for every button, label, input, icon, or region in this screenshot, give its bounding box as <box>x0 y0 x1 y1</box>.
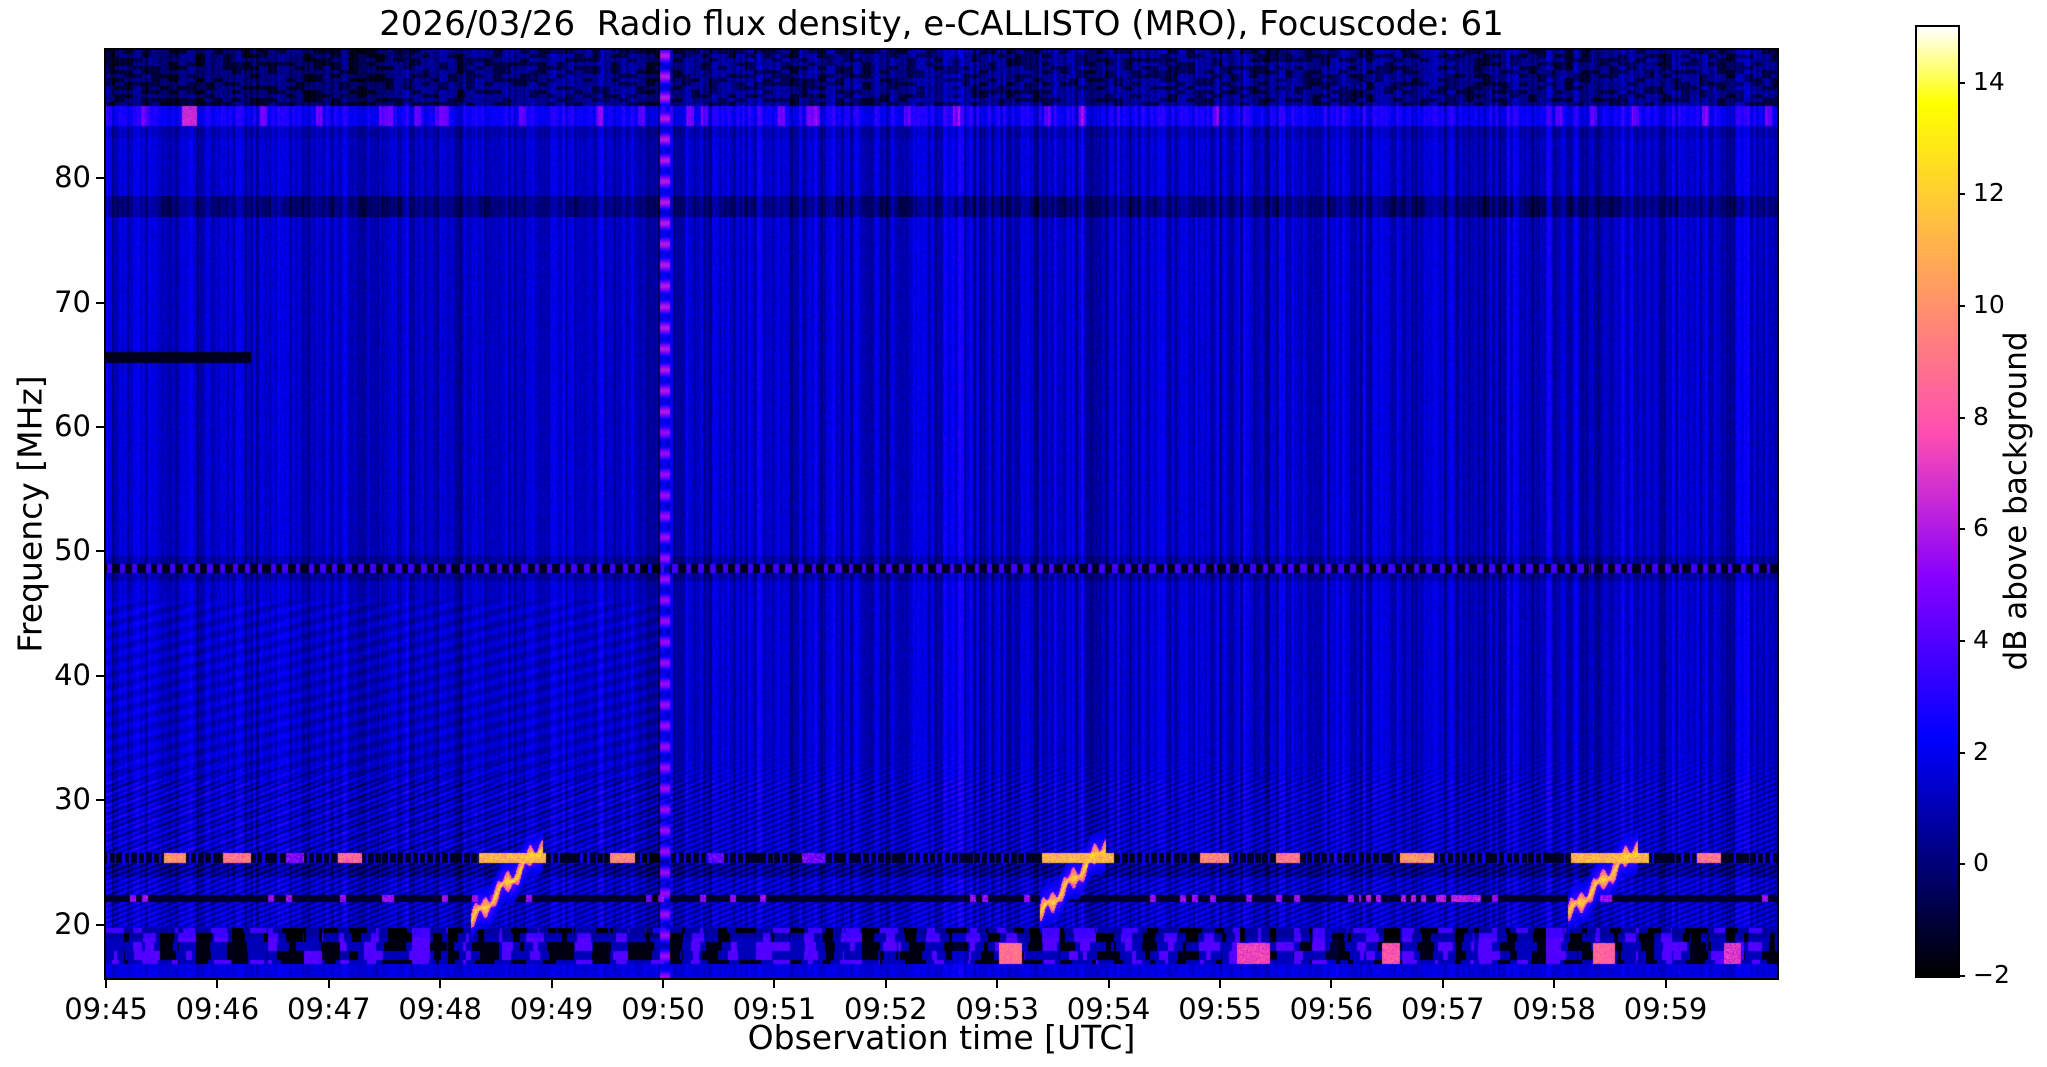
colorbar-tick-mark <box>1958 305 1965 308</box>
y-tick-mark <box>96 301 104 304</box>
x-tick-mark <box>662 980 664 988</box>
x-tick-label: 09:53 <box>955 992 1039 1026</box>
colorbar <box>1915 25 1960 978</box>
x-tick-label: 09:58 <box>1512 992 1596 1026</box>
x-tick-mark <box>1219 980 1221 988</box>
x-axis-label: Observation time [UTC] <box>747 1018 1136 1057</box>
x-tick-label: 09:59 <box>1623 992 1708 1026</box>
x-tick-mark <box>1441 980 1444 988</box>
x-tick-label: 09:49 <box>509 992 594 1026</box>
x-tick-label: 09:50 <box>621 992 705 1026</box>
colorbar-canvas <box>1917 27 1958 976</box>
colorbar-tick-mark <box>1958 640 1965 643</box>
y-tick-label: 50 <box>54 533 91 568</box>
colorbar-tick-label: 4 <box>1973 625 1989 655</box>
y-tick-mark <box>96 923 104 926</box>
x-tick-label: 09:54 <box>1066 992 1151 1026</box>
spectrogram-plot <box>104 48 1779 980</box>
x-tick-mark <box>1553 980 1556 988</box>
colorbar-tick-label: 12 <box>1973 178 2005 208</box>
y-tick-label: 30 <box>54 782 91 817</box>
x-tick-label: 09:45 <box>64 992 148 1026</box>
colorbar-tick-label: 2 <box>1973 736 1989 766</box>
x-tick-mark <box>550 980 553 988</box>
colorbar-label: dB above background <box>1998 331 2034 671</box>
x-tick-label: 09:55 <box>1178 992 1262 1026</box>
y-tick-label: 20 <box>54 906 91 941</box>
colorbar-tick-mark <box>1958 975 1965 977</box>
y-tick-mark <box>96 674 104 677</box>
colorbar-tick-label: 6 <box>1973 513 1989 543</box>
y-tick-label: 40 <box>54 657 91 692</box>
colorbar-tick-label: −2 <box>1973 960 2010 989</box>
x-tick-mark <box>216 980 219 988</box>
x-tick-mark <box>327 980 330 988</box>
y-axis-label: Frequency [MHz] <box>10 375 50 653</box>
colorbar-tick-label: 10 <box>1973 290 2005 320</box>
x-tick-mark <box>105 980 107 988</box>
x-tick-mark <box>996 980 999 988</box>
y-tick-label: 80 <box>54 160 91 195</box>
x-tick-mark <box>439 980 442 988</box>
x-tick-mark <box>1664 980 1667 988</box>
colorbar-tick-label: 0 <box>1973 848 1989 878</box>
colorbar-tick-label: 14 <box>1973 66 2005 96</box>
x-tick-label: 09:51 <box>732 992 817 1026</box>
y-tick-label: 60 <box>54 408 91 443</box>
x-tick-label: 09:47 <box>287 992 371 1026</box>
y-tick-mark <box>96 425 104 428</box>
y-tick-mark <box>96 177 104 180</box>
colorbar-tick-mark <box>1958 193 1965 196</box>
x-tick-label: 09:57 <box>1401 992 1485 1026</box>
colorbar-tick-mark <box>1958 751 1965 754</box>
colorbar-tick-mark <box>1958 863 1965 866</box>
x-tick-mark <box>773 980 776 988</box>
x-tick-label: 09:52 <box>844 992 928 1026</box>
colorbar-tick-mark <box>1958 528 1965 531</box>
x-tick-label: 09:56 <box>1289 992 1374 1026</box>
colorbar-tick-mark <box>1958 81 1965 84</box>
chart-title: 2026/03/26 Radio flux density, e-CALLIST… <box>379 4 1504 44</box>
y-tick-mark <box>96 799 104 802</box>
x-tick-mark <box>1330 980 1333 988</box>
x-tick-mark <box>884 980 887 988</box>
x-tick-label: 09:48 <box>398 992 482 1026</box>
y-tick-label: 70 <box>54 284 91 319</box>
colorbar-tick-mark <box>1958 416 1965 419</box>
x-tick-label: 09:46 <box>175 992 260 1026</box>
colorbar-tick-label: 8 <box>1973 401 1989 431</box>
x-tick-mark <box>1107 980 1110 988</box>
y-tick-mark <box>96 550 104 553</box>
spectrogram-canvas <box>106 50 1777 978</box>
